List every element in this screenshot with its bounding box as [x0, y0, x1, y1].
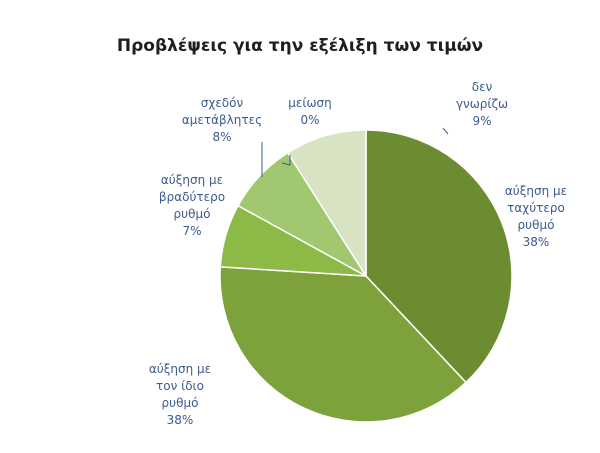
slice-label-line: σχεδόν: [201, 96, 244, 110]
slice-label-line: ρυθμό: [162, 396, 199, 410]
slice-label-0: αύξηση με ταχύτερο ρυθμό 38%: [505, 184, 567, 249]
chart-title: Προβλέψεις για την εξέλιξη των τιμών: [116, 36, 484, 56]
slice-value-label: 0%: [300, 113, 319, 127]
slice-label-line: ρυθμό: [518, 218, 555, 232]
slice-value-label: 38%: [523, 235, 550, 249]
slice-label-line: γνωρίζω: [456, 97, 508, 111]
slice-label-line: αμετάβλητες: [182, 113, 262, 127]
slice-label-5: δεν γνωρίζω 9%: [456, 80, 508, 128]
slice-label-line: αύξηση με: [505, 184, 567, 198]
slice-label-line: αύξηση με: [149, 362, 211, 376]
slice-label-line: τον ίδιο: [156, 379, 204, 393]
slice-label-3: σχεδόν αμετάβλητες 8%: [182, 96, 262, 144]
slice-label-line: αύξηση με: [161, 173, 223, 187]
pie-slice-0: [365, 129, 513, 384]
pie-slice-5: [286, 129, 367, 279]
slice-label-line: βραδύτερο: [159, 190, 225, 204]
slice-label-2: αύξηση με βραδύτερο ρυθμό 7%: [159, 173, 225, 238]
slice-label-4: μείωση 0%: [288, 96, 331, 127]
leader-line-4: [281, 155, 291, 166]
slice-value-label: 8%: [212, 130, 231, 144]
slice-label-line: μείωση: [288, 96, 331, 110]
slice-label-line: ταχύτερο: [507, 201, 565, 215]
slice-label-line: ρυθμό: [174, 207, 211, 221]
slice-label-line: δεν: [472, 80, 493, 94]
leader-line-5: [442, 127, 449, 135]
slice-value-label: 38%: [167, 413, 194, 427]
pie-slice-1: [219, 266, 468, 423]
slice-value-label: 7%: [182, 224, 201, 238]
slice-label-1: αύξηση με τον ίδιο ρυθμό 38%: [149, 362, 211, 427]
slice-value-label: 9%: [472, 114, 491, 128]
